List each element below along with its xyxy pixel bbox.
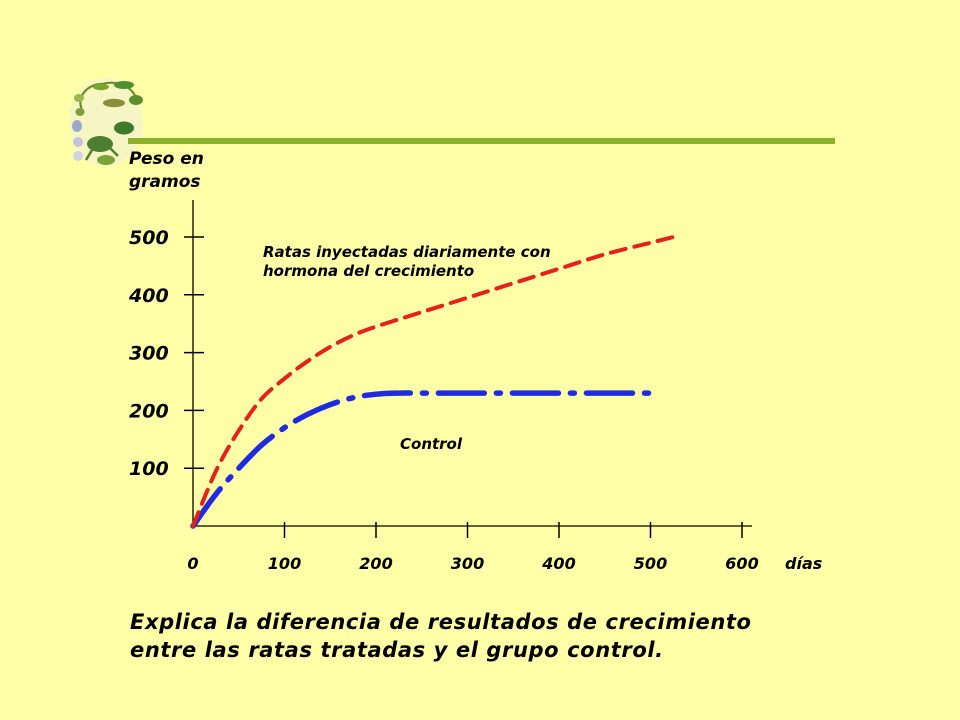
question-line-2: entre las ratas tratadas y el grupo cont… [130,638,664,662]
x-tick-label: 400 [541,554,575,573]
hormone-series-line [191,235,676,528]
hormone-series-label: Ratas inyectadas diariamente con [263,243,551,261]
x-tick-label: 600 [725,554,758,573]
control-series-line [190,390,654,529]
y-tick-label: 400 [128,285,169,307]
question-text: Explica la diferencia de resultados de c… [130,608,890,664]
y-tick-label: 200 [129,400,169,422]
frog-life-cycle-icon [69,78,143,166]
y-tick-label: 300 [129,343,169,365]
x-tick-label: 500 [634,554,667,573]
y-axis-label-line: gramos [129,172,201,192]
x-tick-label: 200 [359,554,392,573]
series-lines [190,235,676,529]
title-rule [128,138,835,144]
y-axis-label-line: Peso en [129,149,204,169]
x-tick-label: 100 [268,554,301,573]
x-axis-label: días [785,554,822,573]
series-annotations: Ratas inyectadas diariamente conhormona … [263,243,551,453]
control-series-label: Control [400,435,463,453]
x-tick-label: 0 [187,554,198,573]
y-axis-label: Peso en gramos [129,149,204,192]
hormone-series-label: hormona del crecimiento [263,262,474,280]
y-tick-label: 100 [129,458,169,480]
x-tick-label: 300 [451,554,484,573]
question-line-1: Explica la diferencia de resultados de c… [130,610,752,634]
y-tick-label: 500 [129,227,169,249]
axes: 100 200 300 400 500 0 100 200 300 400 500 600 días [128,200,822,573]
